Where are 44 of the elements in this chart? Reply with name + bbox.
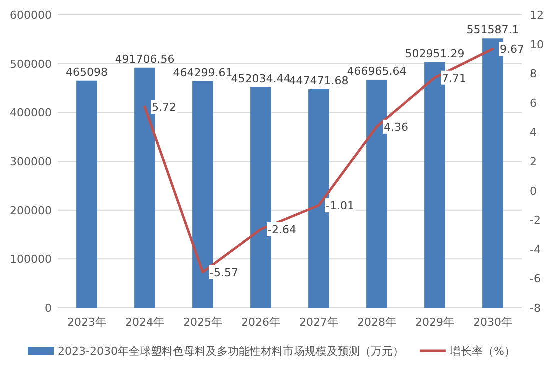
y-tick-label: 600000 [10, 9, 52, 22]
legend-label: 2023-2030年全球塑料色母料及多功能性材料市场规模及预测（万元） [58, 345, 404, 358]
data-label: 466965.64 [347, 64, 407, 78]
y2-tick-label: 0 [530, 184, 537, 198]
y2-tick-label: -8 [530, 302, 541, 315]
y-tick-label: 300000 [10, 156, 52, 168]
y2-tick-label: -2 [530, 214, 541, 228]
x-tick-label: 2026年 [242, 316, 280, 329]
x-tick-label: 2027年 [300, 316, 338, 329]
y2-tick-label: 6 [530, 96, 537, 110]
y-tick-label: 500000 [10, 58, 52, 71]
data-label: 491706.56 [115, 52, 175, 66]
data-label: 7.71 [442, 72, 466, 85]
data-label: 464299.61 [173, 66, 233, 80]
data-label: -5.57 [210, 266, 238, 280]
y2-tick-label: -4 [530, 243, 541, 256]
data-label: 452034.44 [231, 72, 291, 86]
data-label: 551587.1 [466, 24, 520, 37]
bar [76, 80, 98, 308]
legend-label: 增长率（%） [448, 345, 516, 358]
x-tick-label: 2024年 [126, 316, 164, 329]
data-label: 9.67 [500, 43, 524, 56]
data-label: 502951.29 [405, 47, 465, 60]
y2-tick-label: 10 [530, 38, 544, 52]
y2-tick-label: 12 [530, 9, 544, 22]
data-label: 465098 [66, 66, 108, 79]
x-tick-label: 2025年 [184, 316, 222, 329]
y2-tick-label: 4 [530, 126, 537, 140]
y2-tick-label: -6 [530, 272, 541, 286]
x-tick-label: 2023年 [68, 316, 106, 329]
y-tick-label: 100000 [10, 253, 52, 266]
y-tick-label: 200000 [10, 204, 52, 218]
data-label: 447471.68 [289, 74, 349, 88]
y2-tick-label: 8 [530, 68, 537, 81]
x-tick-label: 2028年 [358, 316, 396, 329]
x-tick-label: 2029年 [416, 316, 454, 329]
data-label: -2.64 [268, 223, 296, 236]
data-label: -1.01 [326, 200, 354, 213]
data-label: 5.72 [152, 101, 176, 114]
y-tick-label: 0 [45, 302, 52, 315]
x-tick-label: 2030年 [474, 316, 512, 329]
y-tick-label: 400000 [10, 106, 52, 120]
data-label: 4.36 [384, 120, 408, 134]
y2-tick-label: 2 [530, 156, 537, 168]
